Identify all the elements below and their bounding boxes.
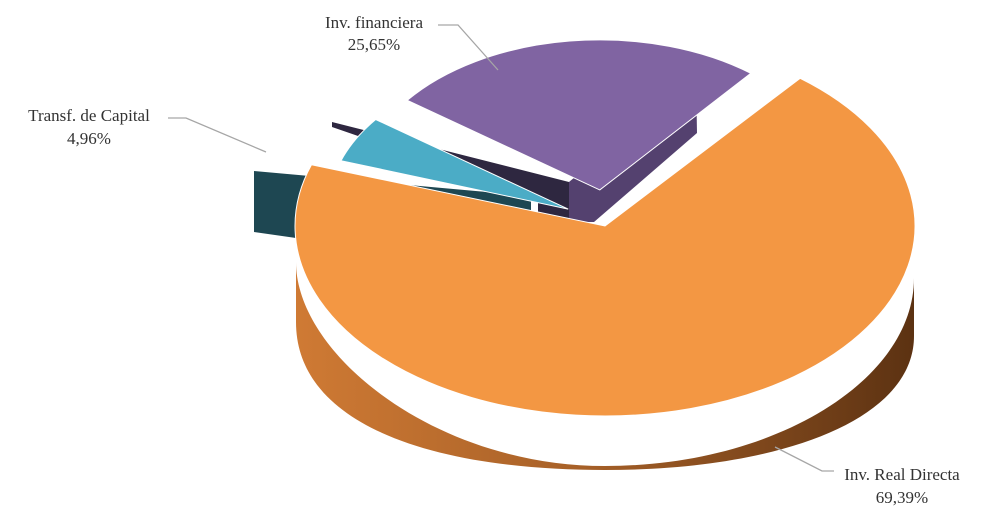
label-value-inv-real-directa: 69,39% xyxy=(876,488,928,507)
label-value-transf-de-capital: 4,96% xyxy=(67,129,111,148)
leader-line-inv-financiera xyxy=(438,24,499,71)
label-name-inv-financiera: Inv. financiera xyxy=(325,13,423,32)
slice-inv-financiera xyxy=(406,39,752,191)
slice-tops xyxy=(294,39,916,417)
leader-line-transf-de-capital xyxy=(168,117,267,153)
data-labels: Inv. financiera 25,65% Transf. de Capita… xyxy=(28,13,960,507)
label-value-inv-financiera: 25,65% xyxy=(348,35,400,54)
slice-inv-real-directa xyxy=(294,77,916,417)
label-name-inv-real-directa: Inv. Real Directa xyxy=(844,465,960,484)
leader-lines xyxy=(168,24,834,472)
label-name-transf-de-capital: Transf. de Capital xyxy=(28,106,150,125)
slice-transf-de-capital xyxy=(340,118,569,210)
leader-line-inv-real-directa xyxy=(774,446,834,472)
